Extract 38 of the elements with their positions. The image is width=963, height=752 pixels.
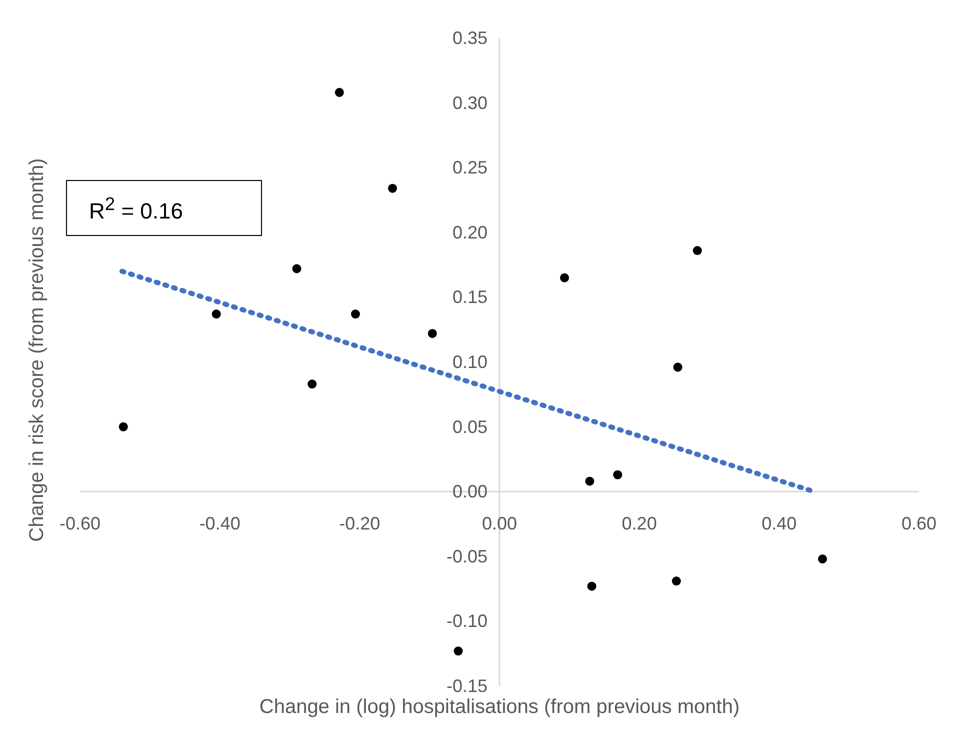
x-tick-label: 0.00 (482, 514, 518, 534)
x-tick-label: -0.40 (199, 514, 240, 534)
y-tick-label: 0.10 (452, 352, 488, 372)
point (818, 554, 828, 564)
x-tick-label: -0.60 (59, 514, 101, 534)
point (692, 246, 702, 256)
y-axis-title: Change in risk score (from previous month) (26, 157, 49, 544)
y-tick-label: 0.00 (452, 482, 488, 502)
point (454, 646, 463, 656)
point (673, 362, 682, 372)
x-tick-label: 0.60 (901, 514, 937, 534)
point (428, 328, 437, 338)
annotation: R$^{2}$ = 0.16 (66, 180, 262, 236)
x-tick-label: 0.20 (622, 514, 657, 534)
y-tick-label: -0.10 (446, 611, 488, 632)
point (308, 380, 317, 389)
x-tick-label: 0.40 (762, 514, 797, 534)
point (118, 422, 128, 432)
x-axis-title: Change in (log) hospitalisations (from previous month) (258, 696, 741, 719)
point (585, 476, 594, 486)
point (613, 470, 622, 480)
y-tick-label: -0.05 (446, 546, 488, 566)
point (350, 310, 360, 319)
y-tick-label: -0.15 (446, 676, 488, 696)
point (560, 273, 570, 282)
x-tick-label: -0.20 (339, 514, 380, 534)
y-tick-label: 0.05 (452, 416, 488, 437)
y-tick-label: 0.20 (452, 222, 488, 242)
y-tick-label: 0.25 (452, 158, 488, 178)
y-tick-label: 0.30 (452, 92, 488, 113)
point (212, 310, 221, 319)
point (334, 88, 344, 97)
y-tick-label: 0.15 (452, 287, 488, 308)
point (587, 582, 596, 591)
point (672, 576, 681, 586)
point (292, 264, 302, 274)
y-tick-label: 0.35 (452, 28, 488, 48)
point (388, 184, 398, 193)
